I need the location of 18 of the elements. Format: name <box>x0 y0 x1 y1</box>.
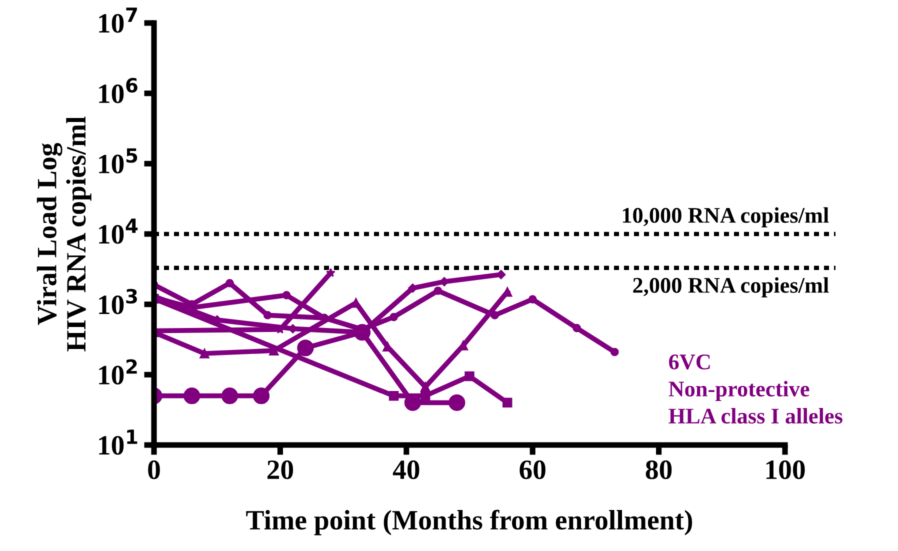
y-tick-label: 10$^{2}$ <box>99 359 137 385</box>
y-tick-label: 10$^{5}$ <box>99 148 138 174</box>
y-tick-label: 10$^{3}$ <box>99 288 137 314</box>
x-tick-label: 80 <box>646 460 672 480</box>
x-tick-label: 100 <box>766 460 805 480</box>
y-tick-label: 10$^{7}$ <box>99 8 137 33</box>
x-tick-label: 40 <box>392 460 420 480</box>
x-tick-label: 60 <box>520 460 546 480</box>
ref-line-label: 2,000 RNA copies/ml <box>633 277 829 298</box>
ref-line-label: 10,000 RNA copies/ml <box>622 207 829 228</box>
x-tick-label: 20 <box>267 460 294 480</box>
y-tick-label: 10$^{1}$ <box>99 430 138 455</box>
x-tick-label: 0 <box>148 460 160 480</box>
y-tick-label: 10$^{6}$ <box>99 78 138 104</box>
x-axis-title: Time point (Months from enrollment) <box>246 510 692 536</box>
y-tick-label: 10$^{4}$ <box>99 218 138 244</box>
annotation: 6VC Non-protective HLA class I alleles <box>668 354 842 424</box>
y-axis-title: Viral Load Log HIV RNA copies/ml <box>36 116 92 352</box>
